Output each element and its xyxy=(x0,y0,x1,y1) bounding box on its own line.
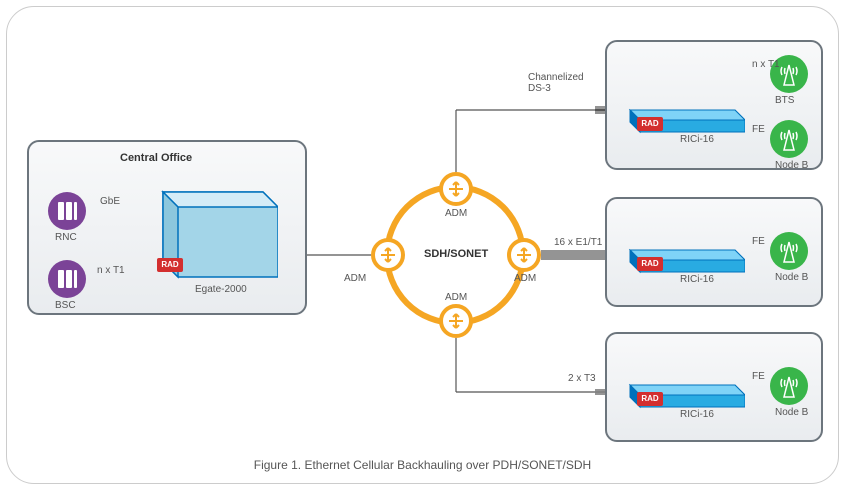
cell-tower-1-0 xyxy=(770,232,808,270)
tower-link-label-0-0: n x T1 xyxy=(752,59,780,70)
adm-bottom xyxy=(439,304,473,338)
rici-label-1: RICi-16 xyxy=(680,274,714,285)
adm-right-label: ADM xyxy=(514,273,536,284)
egate-rad-logo: RAD xyxy=(157,258,183,272)
rici-rad-logo-1: RAD xyxy=(637,257,663,271)
rici-label-0: RICi-16 xyxy=(680,134,714,145)
cell-tower-0-1 xyxy=(770,120,808,158)
rici-rad-logo-2: RAD xyxy=(637,392,663,406)
rici-rad-logo-0: RAD xyxy=(637,117,663,131)
link-label-2: 2 x T3 xyxy=(568,373,596,384)
cell-tower-2-0 xyxy=(770,367,808,405)
tower-label-2-0: Node B xyxy=(775,407,808,418)
tower-link-label-2-0: FE xyxy=(752,371,765,382)
gbe-label: GbE xyxy=(100,196,120,207)
adm-top xyxy=(439,172,473,206)
adm-left-label: ADM xyxy=(344,273,366,284)
egate-label: Egate-2000 xyxy=(195,284,247,295)
link-label-1: 16 x E1/T1 xyxy=(554,237,602,248)
nxt1-label: n x T1 xyxy=(97,265,125,276)
bsc-node xyxy=(48,260,86,298)
tower-label-0-0: BTS xyxy=(775,95,794,106)
rnc-node xyxy=(48,192,86,230)
tower-link-label-1-0: FE xyxy=(752,236,765,247)
tower-label-1-0: Node B xyxy=(775,272,808,283)
central-office-title: Central Office xyxy=(120,152,192,164)
adm-left xyxy=(371,238,405,272)
link-label-0: Channelized DS-3 xyxy=(528,72,598,94)
adm-top-label: ADM xyxy=(445,208,467,219)
adm-right xyxy=(507,238,541,272)
figure-caption: Figure 1. Ethernet Cellular Backhauling … xyxy=(0,458,845,472)
tower-label-0-1: Node B xyxy=(775,160,808,171)
tower-link-label-0-1: FE xyxy=(752,124,765,135)
rnc-label: RNC xyxy=(55,232,77,243)
rici-label-2: RICi-16 xyxy=(680,409,714,420)
bsc-label: BSC xyxy=(55,300,76,311)
adm-bottom-label: ADM xyxy=(445,292,467,303)
ring-title: SDH/SONET xyxy=(424,248,488,260)
